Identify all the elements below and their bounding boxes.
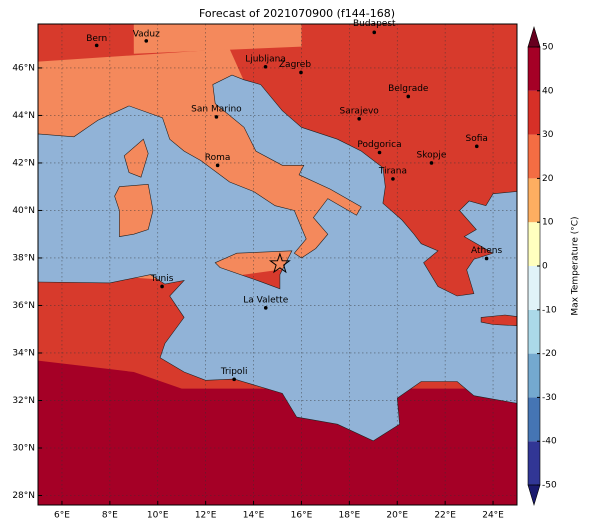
colorbar-bin	[528, 134, 540, 179]
y-tick-label: 30°N	[12, 443, 35, 453]
y-tick-label: 38°N	[12, 253, 35, 263]
colorbar-tick-label: -30	[542, 393, 557, 403]
colorbar-tick-label: 0	[542, 262, 548, 272]
colorbar-label: Max Temperature (°C)	[571, 216, 581, 315]
city-label: Roma	[205, 153, 231, 163]
colorbar-bin	[528, 441, 540, 485]
colorbar-bin	[528, 178, 540, 223]
colorbar-tick-label: 30	[542, 130, 554, 140]
map-frame	[37, 23, 518, 506]
field-alps	[133, 24, 302, 54]
colorbar-tick-label: -20	[542, 349, 557, 359]
x-tick-label: 8°E	[102, 511, 118, 521]
colorbar-over	[527, 25, 541, 48]
colorbar-tick-label: -40	[542, 437, 557, 447]
colorbar-bin	[528, 309, 540, 354]
x-tick-label: 24°E	[482, 511, 504, 521]
colorbar-bin	[528, 47, 540, 91]
city-dot	[474, 144, 479, 149]
city-dot	[406, 94, 411, 99]
city-dot	[94, 43, 99, 48]
coastline	[123, 138, 149, 178]
coastline	[214, 250, 293, 290]
city-label: San Marino	[191, 104, 242, 114]
y-tick-label: 34°N	[12, 348, 35, 358]
x-tick-label: 14°E	[243, 511, 265, 521]
city-dot	[299, 70, 303, 75]
city-label: Vaduz	[133, 29, 160, 39]
colorbar-under	[527, 484, 541, 507]
colorbar-bin	[528, 90, 540, 135]
city-label: Skopje	[417, 150, 447, 160]
x-tick-label: 12°E	[195, 511, 217, 521]
x-tick-label: 20°E	[386, 511, 408, 521]
coastline	[480, 314, 517, 327]
x-tick-label: 18°E	[339, 511, 361, 521]
colorbar-tick-label: -50	[542, 481, 557, 491]
colorbar-bin	[528, 353, 540, 398]
city-dot	[263, 306, 268, 310]
y-tick-label: 36°N	[12, 301, 35, 311]
x-tick-label: 22°E	[434, 511, 456, 521]
city-label: Ljubljana	[245, 54, 286, 64]
city-dot	[429, 161, 434, 165]
colorbar-bin	[528, 222, 540, 266]
colorbar-bin	[528, 266, 540, 310]
city-dot	[377, 150, 382, 155]
city-dot	[160, 284, 164, 289]
city-dot	[372, 30, 377, 35]
x-tick-label: 16°E	[291, 511, 313, 521]
colorbar-tick-label: 10	[542, 218, 554, 228]
city-label: Belgrade	[388, 84, 429, 94]
y-tick-label: 44°N	[12, 111, 35, 121]
city-dot	[214, 115, 219, 119]
city-label: Sofia	[466, 134, 488, 144]
coastline	[38, 274, 517, 442]
x-tick-label: 6°E	[54, 511, 70, 521]
map-title: Forecast of 2021070900 (f144-168)	[199, 7, 395, 20]
city-label: Sarajevo	[340, 106, 380, 116]
city-label: Tunis	[150, 274, 174, 284]
axes: 6°E 8°E 10°E 12°E 14°E 16°E 18°E 20°E 22°E 24°E 28…	[12, 63, 504, 520]
grid	[38, 24, 517, 505]
y-tick-label: 40°N	[12, 206, 35, 216]
city-dot	[357, 116, 361, 121]
colorbar-tick-label: -10	[542, 305, 557, 315]
city-dot	[144, 39, 149, 43]
colorbar-tick-label: 40	[542, 86, 554, 96]
y-tick-label: 42°N	[12, 158, 35, 168]
colorbar: -50 -40 -30 -20 -10 0 10 20 30 40 50 Max Temperatur…	[527, 25, 581, 507]
city-dot	[232, 377, 236, 382]
x-tick-label: 10°E	[147, 511, 169, 521]
city-label: Zagreb	[279, 60, 311, 70]
colorbar-bin	[528, 397, 540, 442]
coastline	[38, 74, 517, 297]
field-hot-zone	[38, 357, 517, 505]
city-label: Podgorica	[357, 140, 401, 150]
city-label: Tirana	[378, 166, 407, 176]
city-label: Tripoli	[220, 367, 248, 377]
city-dot	[263, 64, 268, 69]
city-label: La Valette	[243, 295, 288, 305]
coastline	[114, 183, 154, 237]
city-label: Bern	[86, 34, 107, 44]
city-dot	[391, 177, 395, 181]
y-tick-label: 46°N	[12, 63, 35, 73]
y-tick-label: 32°N	[12, 396, 35, 406]
city-label: Athens	[471, 246, 502, 256]
colorbar-tick-label: 50	[542, 43, 554, 53]
volcano-star	[268, 252, 291, 274]
y-tick-label: 28°N	[12, 491, 35, 501]
colorbar-tick-label: 20	[542, 174, 554, 184]
city-dot	[484, 256, 489, 261]
city-dot	[215, 163, 220, 168]
